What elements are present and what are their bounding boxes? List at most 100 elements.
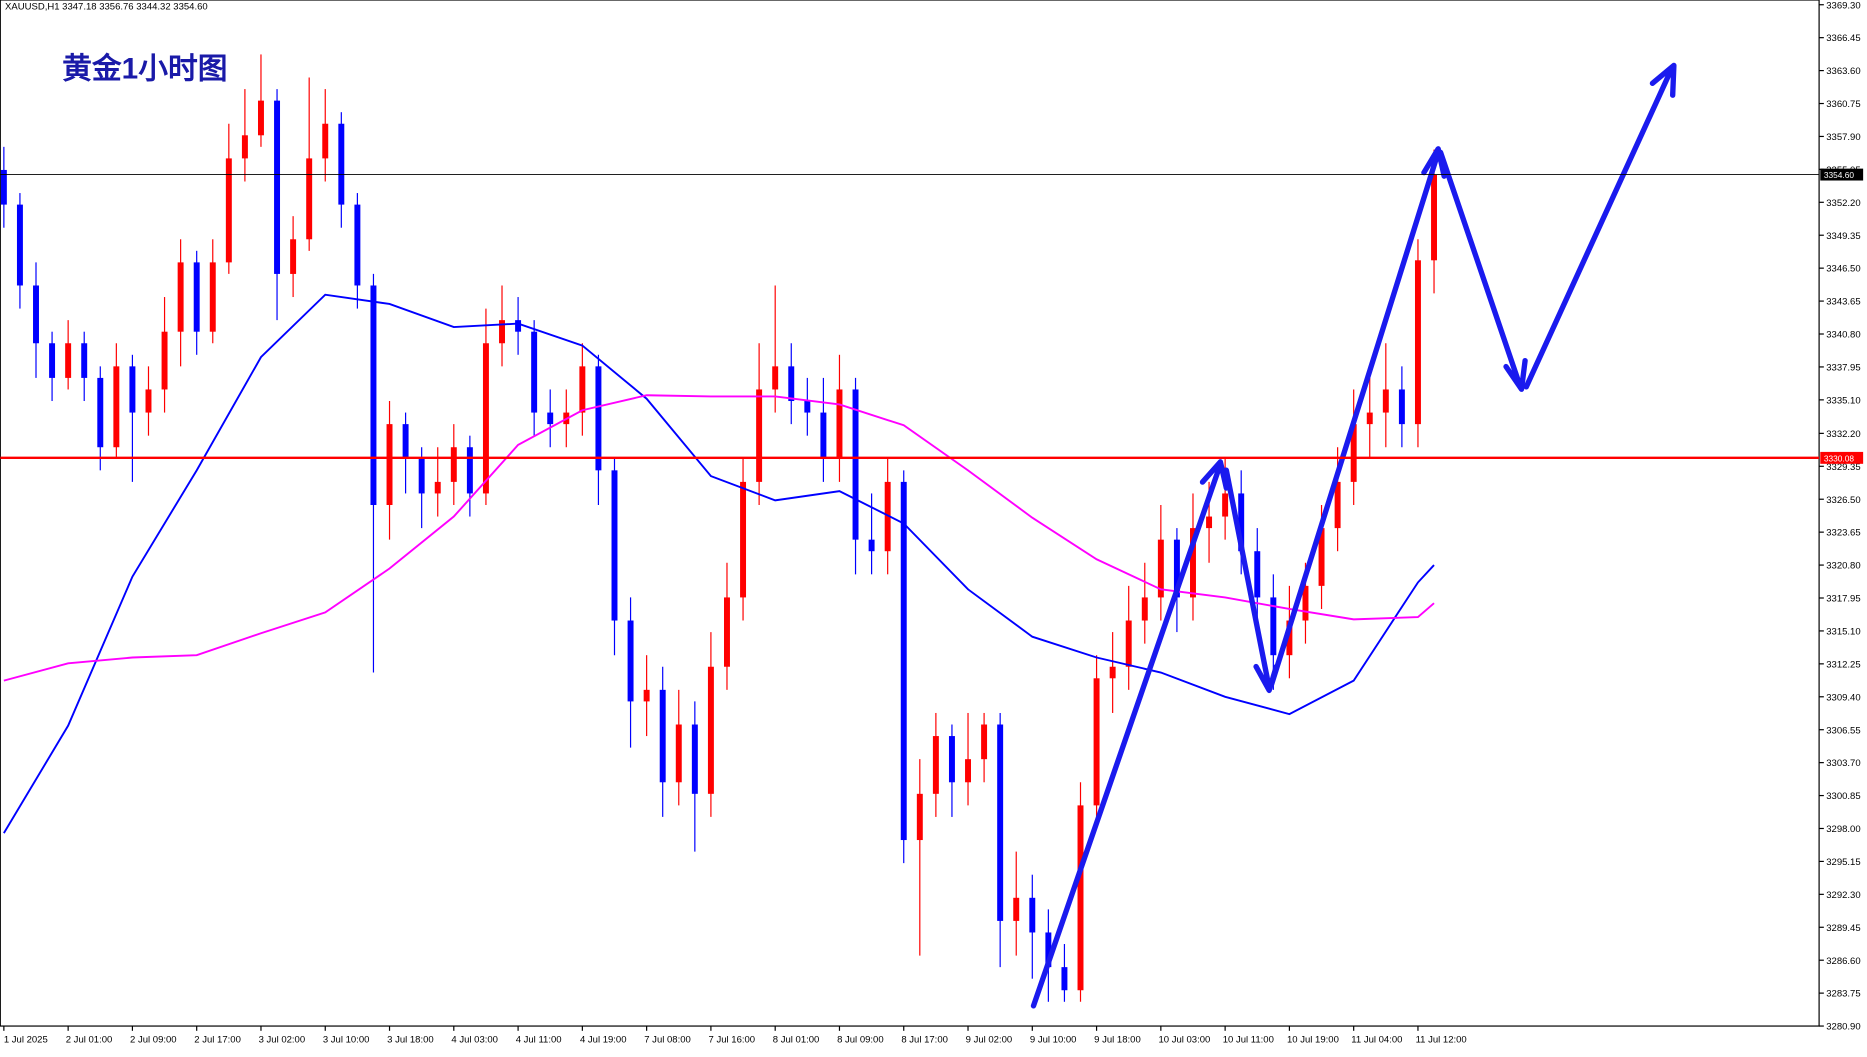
y-tick-label: 3343.65 xyxy=(1826,297,1860,308)
candle-body xyxy=(338,123,345,205)
candle-body xyxy=(65,343,72,378)
candle-body xyxy=(740,481,747,598)
y-tick-label: 3300.85 xyxy=(1826,791,1860,802)
candle-body xyxy=(306,158,313,240)
x-tick-label: 10 Jul 03:00 xyxy=(1158,1035,1210,1046)
candle-body xyxy=(675,724,682,783)
candle-body xyxy=(627,620,634,702)
candle-body xyxy=(804,401,811,413)
x-tick-label: 1 Jul 2025 xyxy=(4,1035,48,1046)
candle-body xyxy=(1141,597,1148,621)
price-label-box xyxy=(1820,451,1864,464)
chart-header: XAUUSD,H1 3347.18 3356.76 3344.32 3354.6… xyxy=(5,2,208,13)
candle-body xyxy=(322,123,329,159)
candle-body xyxy=(434,481,441,494)
candle-body xyxy=(113,366,120,448)
candle-body xyxy=(1029,897,1036,933)
candle-body xyxy=(177,262,184,332)
candle-body xyxy=(161,331,168,390)
x-tick-label: 11 Jul 12:00 xyxy=(1416,1035,1467,1046)
candle-body xyxy=(965,759,971,783)
candle-body xyxy=(418,458,425,494)
y-tick-label: 3295.15 xyxy=(1826,857,1860,868)
x-tick-label: 11 Jul 04:00 xyxy=(1351,1035,1402,1046)
candle-body xyxy=(788,366,795,402)
candle-body xyxy=(820,412,827,459)
x-tick-label: 9 Jul 02:00 xyxy=(966,1035,1013,1046)
y-tick-label: 3317.95 xyxy=(1826,594,1860,605)
candle-body xyxy=(482,343,489,494)
candle-body xyxy=(33,285,39,344)
candle-body xyxy=(1238,493,1245,552)
candle-body xyxy=(691,724,698,794)
candle-body xyxy=(1125,620,1132,667)
candle-body xyxy=(1286,620,1293,656)
y-tick-label: 3349.35 xyxy=(1826,231,1860,242)
y-tick-label: 3280.90 xyxy=(1826,1022,1860,1033)
candle-body xyxy=(1334,481,1341,529)
candle-body xyxy=(1382,389,1389,413)
candle-body xyxy=(724,597,730,667)
y-tick-label: 3306.55 xyxy=(1826,725,1860,736)
x-tick-label: 3 Jul 02:00 xyxy=(259,1035,306,1046)
candle-body xyxy=(884,481,891,552)
candle-body xyxy=(450,447,457,482)
candle-body xyxy=(145,389,152,413)
y-tick-label: 3315.10 xyxy=(1826,626,1860,637)
candle-body xyxy=(772,366,779,390)
candle-body xyxy=(209,262,216,332)
candle-body xyxy=(547,412,554,425)
candle-body xyxy=(579,366,586,413)
arrow xyxy=(1523,62,1677,390)
candle-body xyxy=(1077,805,1084,991)
candle-body xyxy=(1270,597,1277,656)
candle-body xyxy=(1013,897,1020,921)
candle-body xyxy=(531,331,538,413)
y-tick-label: 3286.60 xyxy=(1826,956,1860,967)
x-tick-label: 10 Jul 19:00 xyxy=(1287,1035,1339,1046)
x-tick-label: 8 Jul 09:00 xyxy=(837,1035,884,1046)
candle-body xyxy=(756,389,763,482)
x-tick-label: 9 Jul 10:00 xyxy=(1030,1035,1077,1046)
candle-body xyxy=(932,736,939,794)
candle-body xyxy=(515,320,522,332)
y-tick-label: 3292.30 xyxy=(1826,890,1860,901)
candle-body xyxy=(466,447,473,494)
candle-body xyxy=(1061,967,1068,991)
y-tick-label: 3369.30 xyxy=(1826,0,1860,11)
x-tick-label: 10 Jul 11:00 xyxy=(1223,1035,1274,1046)
y-tick-label: 3309.40 xyxy=(1826,692,1860,703)
candle-body xyxy=(1157,539,1164,598)
candle-body xyxy=(900,481,907,841)
y-tick-label: 3329.35 xyxy=(1826,462,1860,473)
candle-body xyxy=(1366,412,1373,425)
y-tick-label: 3352.20 xyxy=(1826,198,1860,209)
x-tick-label: 8 Jul 01:00 xyxy=(773,1035,820,1046)
x-tick-label: 7 Jul 08:00 xyxy=(644,1035,691,1046)
y-tick-label: 3283.75 xyxy=(1826,989,1860,1000)
candle-body xyxy=(402,424,409,459)
candle-body xyxy=(16,204,23,286)
moving-average xyxy=(3,394,1435,682)
x-tick-label: 4 Jul 19:00 xyxy=(580,1035,627,1046)
arrow xyxy=(1437,149,1528,392)
x-tick-label: 4 Jul 03:00 xyxy=(451,1035,498,1046)
candle-body xyxy=(611,470,618,621)
candle-body xyxy=(1222,493,1229,517)
candle-body xyxy=(241,135,248,159)
candle-body xyxy=(1254,551,1261,598)
candle-body xyxy=(290,239,297,274)
candle-body xyxy=(354,204,361,286)
moving-average xyxy=(3,293,1435,834)
candle-body xyxy=(1190,528,1196,598)
candle-body xyxy=(257,100,264,136)
y-tick-label: 3340.80 xyxy=(1826,330,1860,341)
candle-body xyxy=(97,377,104,448)
x-tick-label: 2 Jul 09:00 xyxy=(130,1035,177,1046)
candle-body xyxy=(643,689,650,702)
candle-body xyxy=(1414,260,1421,425)
y-tick-label: 3332.20 xyxy=(1826,429,1860,440)
marks xyxy=(0,54,1438,1002)
candle-body xyxy=(997,724,1004,921)
